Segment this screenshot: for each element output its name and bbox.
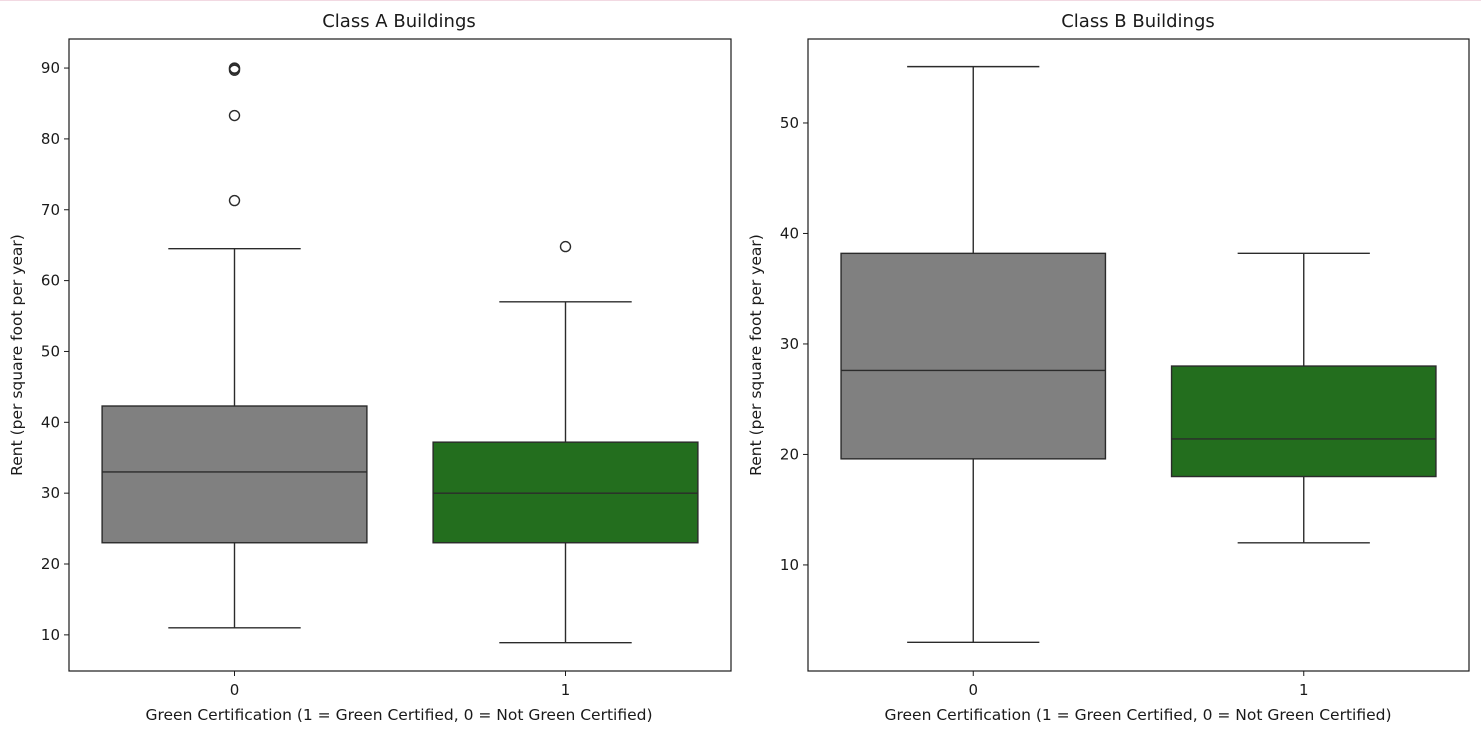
chart-title: Class A Buildings bbox=[322, 11, 476, 32]
outlier-point bbox=[228, 109, 241, 122]
y-tick-label: 20 bbox=[780, 445, 799, 463]
y-tick-label: 30 bbox=[780, 335, 799, 353]
y-tick-label: 70 bbox=[41, 201, 60, 219]
y-tick-label: 30 bbox=[41, 484, 60, 502]
y-tick-label: 80 bbox=[41, 130, 60, 148]
x-tick-label: 1 bbox=[1299, 681, 1309, 699]
y-tick-label: 10 bbox=[41, 626, 60, 644]
x-tick-label: 0 bbox=[968, 681, 978, 699]
y-tick-label: 50 bbox=[41, 342, 60, 360]
chart-panel-class-a: Class A Buildings Rent (per square foot … bbox=[8, 11, 732, 724]
y-axis-label: Rent (per square foot per year) bbox=[747, 234, 765, 476]
plot-area: 10 20 30 40 50 0 1 bbox=[780, 38, 1470, 699]
outlier-point bbox=[228, 62, 241, 74]
plot-area: 10 20 30 40 50 60 70 80 90 0 1 bbox=[41, 38, 732, 699]
y-tick-label: 60 bbox=[41, 272, 60, 290]
chart-panel-class-b: Class B Buildings Rent (per square foot … bbox=[747, 11, 1470, 724]
y-tick-label: 20 bbox=[41, 555, 60, 573]
outlier-point bbox=[228, 194, 241, 207]
box-category-0 bbox=[840, 252, 1107, 460]
x-tick-label: 1 bbox=[561, 681, 571, 699]
axes-frame bbox=[807, 38, 1470, 672]
x-axis-label: Green Certification (1 = Green Certified… bbox=[145, 706, 652, 724]
x-tick-label: 0 bbox=[230, 681, 240, 699]
y-tick-label: 40 bbox=[41, 413, 60, 431]
x-axis-label: Green Certification (1 = Green Certified… bbox=[884, 706, 1391, 724]
y-tick-label: 10 bbox=[780, 556, 799, 574]
axes-frame bbox=[68, 38, 732, 672]
outlier-point bbox=[559, 240, 572, 253]
chart-title: Class B Buildings bbox=[1061, 11, 1215, 32]
y-tick-label: 40 bbox=[780, 224, 799, 242]
box-category-1 bbox=[1170, 365, 1437, 478]
y-axis-label: Rent (per square foot per year) bbox=[8, 234, 26, 476]
box-category-1 bbox=[432, 441, 699, 544]
y-tick-label: 90 bbox=[41, 59, 60, 77]
y-tick-label: 50 bbox=[780, 114, 799, 132]
top-rule bbox=[0, 0, 1481, 1]
box-category-0 bbox=[101, 405, 368, 544]
